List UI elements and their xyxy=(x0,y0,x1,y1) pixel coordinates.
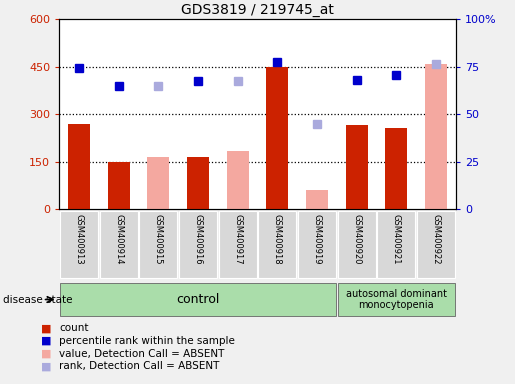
Text: disease state: disease state xyxy=(3,295,72,305)
Text: GSM400921: GSM400921 xyxy=(392,214,401,265)
Bar xyxy=(60,211,98,278)
Bar xyxy=(179,211,217,278)
Text: GSM400917: GSM400917 xyxy=(233,214,242,265)
Text: ■: ■ xyxy=(41,336,52,346)
Bar xyxy=(346,125,368,209)
Text: autosomal dominant
monocytopenia: autosomal dominant monocytopenia xyxy=(346,289,447,310)
Text: GSM400922: GSM400922 xyxy=(432,214,440,265)
Title: GDS3819 / 219745_at: GDS3819 / 219745_at xyxy=(181,3,334,17)
Text: ■: ■ xyxy=(41,323,52,333)
Text: GSM400913: GSM400913 xyxy=(75,214,83,265)
Bar xyxy=(338,211,375,278)
Text: GSM400919: GSM400919 xyxy=(313,214,321,265)
Text: GSM400918: GSM400918 xyxy=(273,214,282,265)
Bar xyxy=(377,211,415,278)
Bar xyxy=(187,157,209,209)
Bar xyxy=(147,157,169,209)
Text: count: count xyxy=(59,323,89,333)
Bar xyxy=(385,129,407,209)
Text: ■: ■ xyxy=(41,349,52,359)
Text: GSM400916: GSM400916 xyxy=(194,214,202,265)
Text: ■: ■ xyxy=(41,361,52,371)
Bar xyxy=(338,283,455,316)
Bar xyxy=(259,211,296,278)
Bar xyxy=(108,162,130,209)
Bar xyxy=(60,283,336,316)
Bar xyxy=(266,67,288,209)
Bar xyxy=(425,64,447,209)
Bar xyxy=(306,190,328,209)
Bar xyxy=(100,211,138,278)
Text: GSM400920: GSM400920 xyxy=(352,214,361,265)
Text: value, Detection Call = ABSENT: value, Detection Call = ABSENT xyxy=(59,349,225,359)
Text: percentile rank within the sample: percentile rank within the sample xyxy=(59,336,235,346)
Bar xyxy=(140,211,177,278)
Text: GSM400914: GSM400914 xyxy=(114,214,123,265)
Bar xyxy=(227,151,249,209)
Bar xyxy=(68,124,90,209)
Text: control: control xyxy=(176,293,220,306)
Text: rank, Detection Call = ABSENT: rank, Detection Call = ABSENT xyxy=(59,361,219,371)
Bar xyxy=(219,211,256,278)
Bar xyxy=(298,211,336,278)
Text: GSM400915: GSM400915 xyxy=(154,214,163,265)
Bar xyxy=(417,211,455,278)
